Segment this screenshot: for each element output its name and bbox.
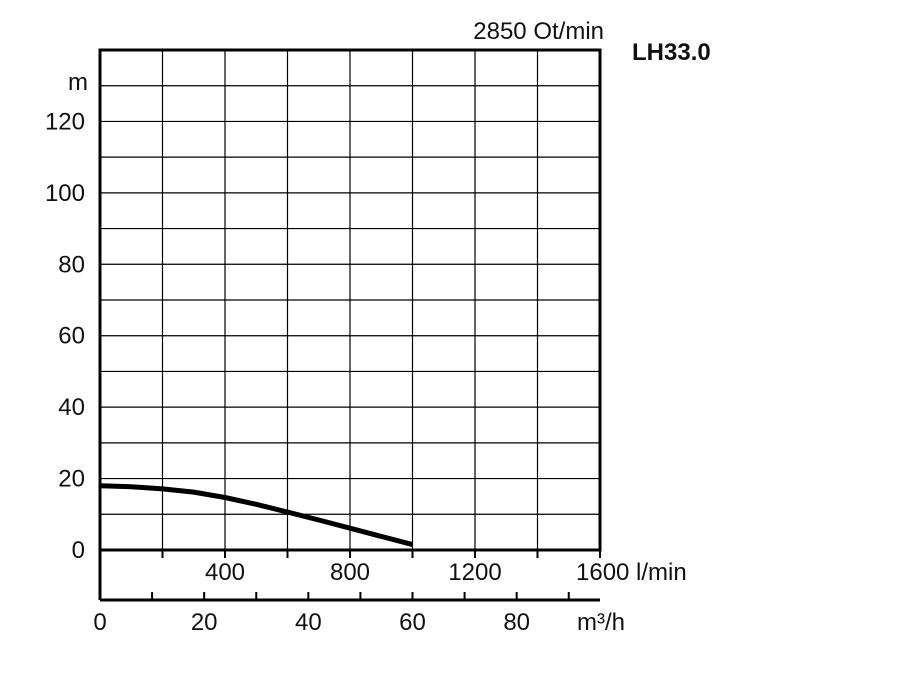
chart-title: LH33.0 xyxy=(632,39,711,66)
x-tick-label-lmin: 800 xyxy=(330,559,370,586)
plot-frame xyxy=(98,48,602,602)
y-tick-label: 120 xyxy=(45,108,85,135)
x-tick-label-m3h: 0 xyxy=(93,609,106,636)
x-tick-label-lmin: 400 xyxy=(205,559,245,586)
grid xyxy=(100,50,600,550)
x-tick-label-lmin: 1200 xyxy=(448,559,501,586)
y-tick-label: 80 xyxy=(58,251,85,278)
x-tick-label-m3h: 20 xyxy=(191,609,218,636)
y-tick-label: 20 xyxy=(58,466,85,493)
x-tick-label-m3h: 40 xyxy=(295,609,322,636)
y-tick-label: 100 xyxy=(45,180,85,207)
x-tick-label-m3h: 80 xyxy=(503,609,530,636)
chart-subtitle: 2850 Ot/min xyxy=(473,18,604,45)
performance-curve xyxy=(99,483,414,548)
y-tick-label: 60 xyxy=(58,323,85,350)
x-axis-last-tick-lmin: 1600 l/min xyxy=(576,559,687,586)
x-tick-label-m3h: 60 xyxy=(399,609,426,636)
y-tick-label: 40 xyxy=(58,394,85,421)
x-axis-unit-m3h: m³/h xyxy=(577,609,625,636)
y-axis-label: m xyxy=(68,69,88,96)
y-tick-label: 0 xyxy=(72,537,85,564)
labels: 2850 Ot/min LH33.0 m 1600 l/min m³/h 0 20… xyxy=(45,18,711,636)
head-flow-curve xyxy=(99,483,414,548)
